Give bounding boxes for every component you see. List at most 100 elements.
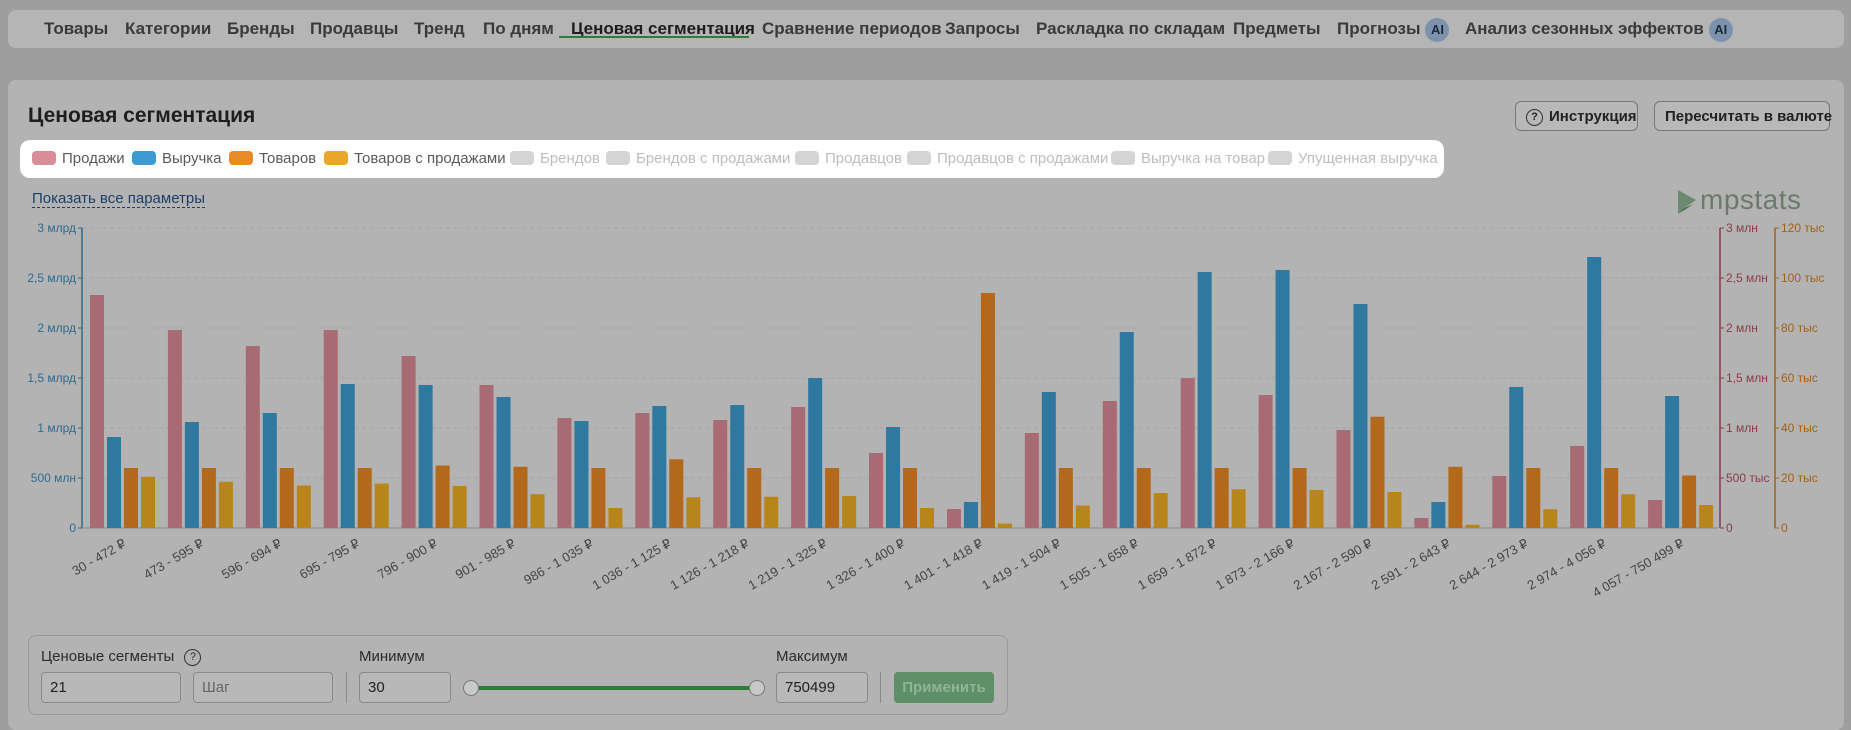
- bar: [1153, 493, 1168, 528]
- x-tick-label: 1 219 - 1 325 ₽: [745, 536, 829, 593]
- bar: [1387, 492, 1402, 528]
- legend-item[interactable]: Упущенная выручка: [1268, 140, 1438, 178]
- bar: [262, 413, 277, 528]
- x-tick-label: 1 036 - 1 125 ₽: [590, 536, 674, 593]
- step-input[interactable]: Шаг: [193, 672, 333, 703]
- x-tick-label: 1 505 - 1 658 ₽: [1057, 536, 1141, 593]
- bar: [245, 346, 260, 528]
- max-input[interactable]: 750499: [776, 672, 868, 703]
- tab-item[interactable]: По дням: [483, 10, 554, 48]
- legend-item[interactable]: Товаров с продажами: [324, 140, 506, 178]
- chart-legend: Продажи Выручка Товаров Товаров с продажами…: [20, 140, 1444, 178]
- bar: [1431, 502, 1446, 528]
- legend-swatch: [510, 150, 534, 165]
- price-range-slider[interactable]: [470, 686, 756, 690]
- tab-item[interactable]: Продавцы: [310, 10, 398, 48]
- y-right2-tick: 0: [1781, 521, 1788, 535]
- apply-button[interactable]: Применить: [894, 672, 994, 703]
- mpstats-logo: [1678, 190, 1696, 214]
- logo-text: mpstats: [1700, 184, 1802, 215]
- min-label: Минимум: [359, 648, 425, 665]
- bar: [435, 465, 450, 528]
- y-right2-tick: 120 тыс: [1781, 221, 1824, 235]
- bar: [479, 385, 494, 528]
- tab-item[interactable]: Товары: [44, 10, 108, 48]
- tab-item[interactable]: Анализ сезонных эффектов AI: [1465, 10, 1733, 48]
- page-title: Ценовая сегментация: [28, 104, 256, 127]
- recalculate-currency-button[interactable]: Пересчитать в валюте: [1654, 101, 1832, 131]
- min-input[interactable]: 30: [359, 672, 451, 703]
- slider-max-handle[interactable]: [749, 680, 765, 696]
- bar: [903, 468, 918, 528]
- legend-label: Товаров с продажами: [354, 150, 506, 167]
- legend-item[interactable]: Товаров: [229, 140, 316, 178]
- legend-item[interactable]: Выручка на товар: [1111, 140, 1265, 178]
- tab-item[interactable]: Категории: [125, 10, 211, 48]
- bar: [713, 420, 728, 528]
- bar: [141, 476, 155, 528]
- tab-item[interactable]: Бренды: [227, 10, 295, 48]
- legend-label: Продажи: [62, 150, 125, 167]
- y-left-tick: 2,5 млрд: [27, 271, 76, 285]
- show-all-params-link[interactable]: Показать все параметры: [32, 190, 206, 208]
- bar: [340, 384, 355, 528]
- tab-item[interactable]: Предметы: [1233, 10, 1321, 48]
- x-tick-label: 1 326 - 1 400 ₽: [823, 536, 907, 593]
- legend-swatch: [606, 150, 630, 165]
- legend-item[interactable]: Продажи: [32, 140, 125, 178]
- bar: [1292, 468, 1307, 528]
- x-tick-label: 1 126 - 1 218 ₽: [668, 536, 752, 593]
- bar: [963, 502, 978, 528]
- tab-item[interactable]: Тренд: [414, 10, 465, 48]
- bar: [1526, 468, 1541, 528]
- instruction-button-label: Инструкция: [1549, 108, 1637, 125]
- y-right1-tick: 500 тыс: [1726, 471, 1769, 485]
- segments-count-input[interactable]: 21: [41, 672, 181, 703]
- legend-item[interactable]: Брендов: [510, 140, 600, 178]
- segments-help-icon[interactable]: ?: [184, 648, 202, 666]
- bar: [920, 508, 935, 528]
- x-tick-label: 1 873 - 2 166 ₽: [1213, 536, 1297, 593]
- instruction-button[interactable]: ? Инструкция: [1515, 101, 1638, 131]
- bar: [513, 466, 528, 528]
- bar: [946, 509, 961, 528]
- legend-item[interactable]: Выручка: [132, 140, 222, 178]
- segments-label-text: Ценовые сегменты: [41, 648, 175, 665]
- bar: [1075, 505, 1090, 528]
- legend-label: Брендов с продажами: [636, 150, 791, 167]
- bar: [980, 293, 995, 528]
- y-right2-tick: 40 тыс: [1781, 421, 1818, 435]
- x-tick-label: 1 659 - 1 872 ₽: [1135, 536, 1219, 593]
- tab-item[interactable]: Раскладка по складам: [1036, 10, 1225, 48]
- bar: [1214, 468, 1229, 528]
- tab-item[interactable]: Сравнение периодов: [762, 10, 942, 48]
- x-tick-label: 986 - 1 035 ₽: [521, 536, 596, 588]
- tab-item[interactable]: Ценовая сегментация: [571, 10, 755, 48]
- bar: [90, 295, 104, 528]
- divider: [346, 672, 347, 703]
- max-label: Максимум: [776, 648, 848, 665]
- tab-item[interactable]: Запросы: [945, 10, 1020, 48]
- bar: [1570, 446, 1585, 528]
- top-tab-bar: [8, 10, 1844, 48]
- bar: [107, 437, 121, 528]
- bar: [1699, 505, 1714, 528]
- main-card: [8, 80, 1844, 730]
- tab-label: Запросы: [945, 19, 1020, 38]
- slider-min-handle[interactable]: [463, 680, 479, 696]
- tab-item[interactable]: Прогнозы AI: [1337, 10, 1450, 48]
- bar: [184, 422, 199, 528]
- y-right1-tick: 2,5 млн: [1726, 271, 1768, 285]
- bar: [1509, 387, 1524, 528]
- bar: [201, 468, 216, 528]
- bar: [167, 330, 182, 528]
- legend-label: Выручка: [162, 150, 222, 167]
- legend-label: Продавцов: [825, 150, 902, 167]
- bar: [1414, 518, 1429, 528]
- legend-item[interactable]: Продавцов с продажами: [907, 140, 1108, 178]
- legend-item[interactable]: Брендов с продажами: [606, 140, 790, 178]
- bar: [1448, 466, 1463, 528]
- legend-item[interactable]: Продавцов: [795, 140, 902, 178]
- y-right1-tick: 3 млн: [1726, 221, 1758, 235]
- legend-swatch: [907, 150, 931, 165]
